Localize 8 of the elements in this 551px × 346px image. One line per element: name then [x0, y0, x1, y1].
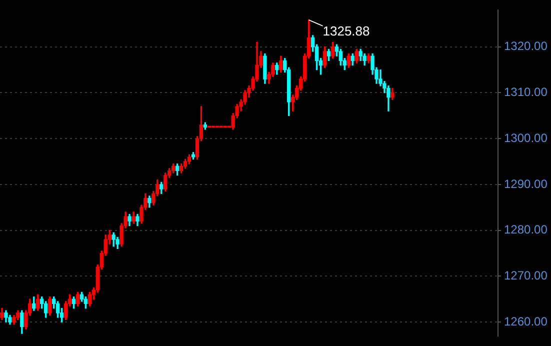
- y-tick-label: 1320.00: [504, 39, 548, 54]
- y-tick-label: 1260.00: [504, 314, 548, 328]
- annotation: 1325.88: [322, 24, 370, 38]
- y-tick-label: 1310.00: [504, 85, 548, 100]
- y-tick-label: 1280.00: [504, 222, 548, 237]
- y-tick-label: 1270.00: [504, 268, 548, 282]
- y-tick-label: 1300.00: [504, 130, 548, 145]
- y-tick-label: 1290.00: [504, 176, 548, 191]
